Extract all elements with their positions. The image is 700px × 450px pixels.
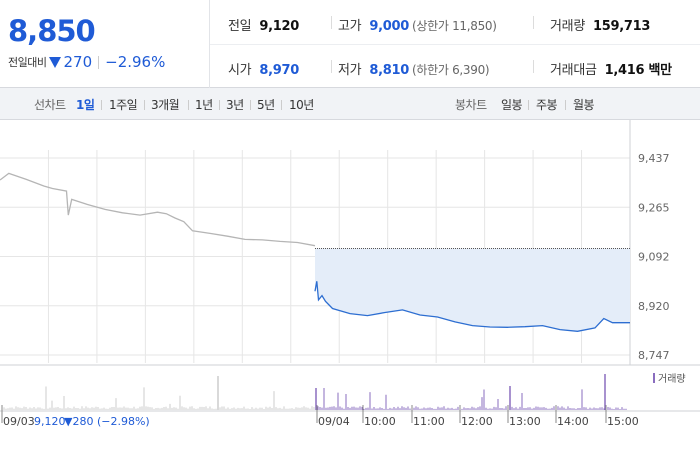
candle-daily[interactable]: 일봉 (501, 98, 523, 112)
below-prev-close-fill (315, 248, 630, 332)
stat-divider (331, 16, 332, 29)
change-label: 전일대비 (8, 56, 47, 69)
period-separator (144, 100, 145, 110)
stat-trade-amount: 거래대금 1,416 백만 (550, 59, 672, 78)
period-separator (219, 100, 220, 110)
footer-change: ▼280 (−2.98%) (64, 415, 150, 428)
stat-value: 159,713 (592, 19, 651, 34)
y-axis-ticks: 9,437 9,265 9,092 8,920 8,747 (638, 152, 670, 362)
stat-open: 시가 8,970 (228, 59, 299, 78)
stat-label: 고가 (338, 19, 362, 34)
volume-bars (1, 374, 627, 410)
stat-value: 9,000 (369, 19, 409, 34)
stat-low: 저가 8,810 (하한가 6,390) (338, 59, 490, 78)
down-triangle-icon (49, 56, 62, 68)
stat-value: 1,416 백만 (604, 63, 672, 78)
volume-legend: 거래량 (653, 373, 686, 385)
period-10y[interactable]: 10년 (289, 98, 314, 112)
y-tick-label: 8,920 (638, 300, 670, 313)
x-tick-label: 15:00 (607, 415, 639, 428)
footer-close: 9,120 (34, 415, 66, 428)
price-lines (0, 172, 630, 332)
y-tick-label: 9,092 (638, 251, 670, 264)
stat-prev-close: 전일 9,120 (228, 15, 299, 34)
x-tick-label: 14:00 (557, 415, 589, 428)
stat-value: 8,810 (369, 63, 409, 78)
period-1w[interactable]: 1주일 (109, 98, 138, 112)
stat-volume: 거래량 159,713 (550, 15, 650, 34)
x-tick-label: 12:00 (461, 415, 493, 428)
x-tick-label: 11:00 (413, 415, 445, 428)
prev-day-price-line (0, 172, 316, 247)
y-tick-label: 9,437 (638, 152, 670, 165)
stat-divider (533, 60, 534, 73)
change-value: 270 (63, 53, 93, 71)
today-fill-area (315, 248, 630, 332)
period-separator (281, 100, 282, 110)
price-box: 8,850 전일대비 270 −2.96% (0, 0, 210, 88)
change-row: 전일대비 270 −2.96% (8, 53, 165, 71)
footer-info: 9,120▼280 (−2.98%) (34, 415, 150, 428)
x-tick-label: 09/04 (318, 415, 350, 428)
period-bar: 선차트 1일 1주일 3개월 1년 3년 5년 10년 봉차트 일봉 주봉 월봉 (0, 88, 700, 120)
stat-label: 전일 (228, 19, 252, 34)
current-price: 8,850 (8, 14, 96, 48)
candle-chart-label: 봉차트 (455, 98, 487, 112)
stat-label: 거래량 (550, 19, 585, 34)
period-separator (101, 100, 102, 110)
stat-label: 시가 (228, 63, 252, 78)
x-tick-label: 09/03 (3, 415, 35, 428)
period-3y[interactable]: 3년 (226, 98, 244, 112)
today-price-line (314, 281, 630, 332)
price-chart: 9,437 9,265 9,092 8,920 8,747 09/03 09/04 10:0… (0, 120, 700, 428)
y-tick-label: 8,747 (638, 349, 670, 362)
period-separator (188, 100, 189, 110)
x-tick-label: 13:00 (509, 415, 541, 428)
candle-monthly[interactable]: 월봉 (573, 98, 595, 112)
period-separator (528, 100, 529, 110)
candle-weekly[interactable]: 주봉 (536, 98, 558, 112)
stats-row-divider (210, 44, 700, 45)
y-tick-label: 9,265 (638, 201, 670, 214)
stat-divider (331, 60, 332, 73)
stat-value: 8,970 (259, 63, 299, 78)
period-separator (565, 100, 566, 110)
line-chart-label: 선차트 (34, 98, 66, 112)
period-5y[interactable]: 5년 (257, 98, 275, 112)
x-tick-label: 10:00 (364, 415, 396, 428)
quote-header: 8,850 전일대비 270 −2.96% 전일 9,120 고가 9,000 (상한… (0, 0, 700, 88)
period-1y[interactable]: 1년 (195, 98, 213, 112)
volume-legend-swatch (653, 373, 655, 383)
period-separator (250, 100, 251, 110)
volume-legend-label: 거래량 (658, 373, 686, 385)
period-1d[interactable]: 1일 (76, 98, 95, 112)
stat-value: 9,120 (259, 19, 299, 34)
change-separator (98, 55, 100, 69)
change-percent: −2.96% (105, 53, 166, 71)
stat-limit: (상한가 11,850) (411, 19, 497, 33)
period-3m[interactable]: 3개월 (151, 98, 180, 112)
stat-label: 거래대금 (550, 63, 597, 78)
x-axis-labels: 09/03 09/04 10:00 11:00 12:00 13:00 14:00 15:00 (1, 405, 639, 428)
stat-label: 저가 (338, 63, 362, 78)
stat-high: 고가 9,000 (상한가 11,850) (338, 15, 497, 34)
stat-limit: (하한가 6,390) (411, 63, 490, 77)
stat-divider (533, 16, 534, 29)
